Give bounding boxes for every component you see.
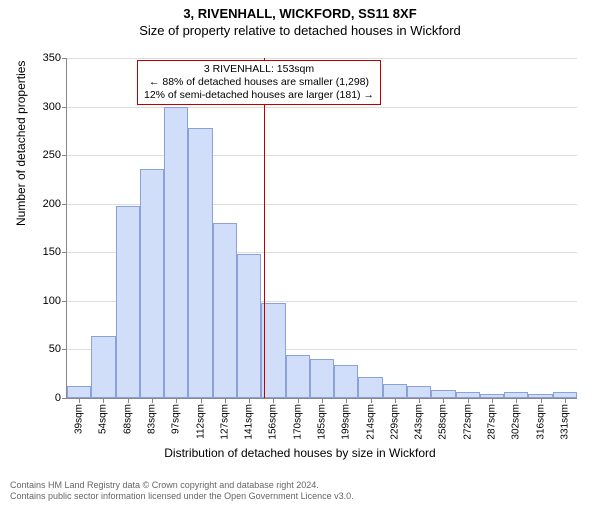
x-tick-mark: [201, 398, 202, 403]
grid-line: [67, 155, 577, 156]
footer-line-1: Contains HM Land Registry data © Crown c…: [10, 480, 354, 491]
bar: [407, 386, 431, 398]
x-tick-mark: [103, 398, 104, 403]
title-sub: Size of property relative to detached ho…: [0, 23, 600, 38]
x-tick-mark: [541, 398, 542, 403]
x-tick-mark: [492, 398, 493, 403]
bar: [91, 336, 115, 398]
title-main: 3, RIVENHALL, WICKFORD, SS11 8XF: [0, 6, 600, 21]
x-tick-mark: [443, 398, 444, 403]
x-tick-mark: [565, 398, 566, 403]
x-tick-label: 331sqm: [559, 404, 570, 440]
x-tick-mark: [346, 398, 347, 403]
grid-line: [67, 107, 577, 108]
bar: [116, 206, 140, 398]
y-tick-label: 50: [49, 343, 61, 355]
x-tick-label: 39sqm: [74, 404, 85, 434]
y-tick-label: 0: [55, 392, 61, 404]
x-tick-mark: [79, 398, 80, 403]
bar: [213, 223, 237, 398]
x-tick-label: 258sqm: [438, 404, 449, 440]
chart-area: 05010015020025030035039sqm54sqm68sqm83sq…: [66, 58, 577, 399]
bar: [261, 303, 285, 398]
bar: [383, 384, 407, 398]
x-tick-mark: [128, 398, 129, 403]
y-tick-mark: [62, 398, 67, 399]
footer: Contains HM Land Registry data © Crown c…: [10, 480, 354, 502]
x-tick-label: 229sqm: [389, 404, 400, 440]
x-tick-mark: [516, 398, 517, 403]
x-tick-label: 112sqm: [195, 404, 206, 439]
y-tick-label: 350: [43, 52, 61, 64]
y-tick-mark: [62, 252, 67, 253]
y-tick-mark: [62, 301, 67, 302]
x-tick-mark: [249, 398, 250, 403]
x-tick-label: 68sqm: [122, 404, 133, 434]
x-tick-label: 199sqm: [341, 404, 352, 440]
x-tick-mark: [419, 398, 420, 403]
x-tick-mark: [371, 398, 372, 403]
x-axis-label: Distribution of detached houses by size …: [0, 446, 600, 460]
bar: [358, 377, 382, 398]
annotation-line: 12% of semi-detached houses are larger (…: [144, 89, 374, 102]
x-tick-label: 243sqm: [414, 404, 425, 440]
x-tick-mark: [273, 398, 274, 403]
y-tick-mark: [62, 204, 67, 205]
x-tick-label: 127sqm: [219, 404, 230, 440]
footer-line-2: Contains public sector information licen…: [10, 491, 354, 502]
bar: [164, 107, 188, 398]
x-tick-mark: [152, 398, 153, 403]
x-tick-label: 316sqm: [535, 404, 546, 440]
x-tick-mark: [225, 398, 226, 403]
y-tick-label: 150: [43, 246, 61, 258]
y-tick-label: 300: [43, 101, 61, 113]
y-tick-mark: [62, 58, 67, 59]
x-tick-mark: [322, 398, 323, 403]
y-tick-mark: [62, 155, 67, 156]
x-tick-label: 214sqm: [365, 404, 376, 440]
bar: [140, 169, 164, 398]
x-tick-label: 287sqm: [487, 404, 498, 440]
grid-line: [67, 58, 577, 59]
y-tick-label: 200: [43, 198, 61, 210]
annotation-line: ← 88% of detached houses are smaller (1,…: [144, 76, 374, 89]
x-tick-label: 156sqm: [268, 404, 279, 440]
annotation-box: 3 RIVENHALL: 153sqm← 88% of detached hou…: [137, 60, 381, 105]
x-tick-label: 272sqm: [462, 404, 473, 440]
reference-line: [264, 58, 265, 398]
bar: [188, 128, 212, 398]
x-tick-label: 83sqm: [147, 404, 158, 434]
x-tick-label: 97sqm: [171, 404, 182, 434]
x-tick-label: 141sqm: [244, 404, 255, 440]
x-tick-mark: [176, 398, 177, 403]
x-tick-mark: [395, 398, 396, 403]
bar: [334, 365, 358, 398]
x-tick-mark: [298, 398, 299, 403]
y-tick-mark: [62, 349, 67, 350]
x-tick-label: 185sqm: [317, 404, 328, 440]
bar: [237, 254, 261, 398]
y-tick-mark: [62, 107, 67, 108]
y-axis-label: Number of detached properties: [14, 61, 28, 226]
x-tick-mark: [468, 398, 469, 403]
x-tick-label: 170sqm: [292, 404, 303, 440]
bar: [67, 386, 91, 398]
annotation-line: 3 RIVENHALL: 153sqm: [144, 63, 374, 76]
y-tick-label: 100: [43, 295, 61, 307]
bar: [431, 390, 455, 398]
x-tick-label: 54sqm: [98, 404, 109, 434]
bar: [286, 355, 310, 398]
bar: [310, 359, 334, 398]
y-tick-label: 250: [43, 149, 61, 161]
x-tick-label: 302sqm: [511, 404, 522, 440]
